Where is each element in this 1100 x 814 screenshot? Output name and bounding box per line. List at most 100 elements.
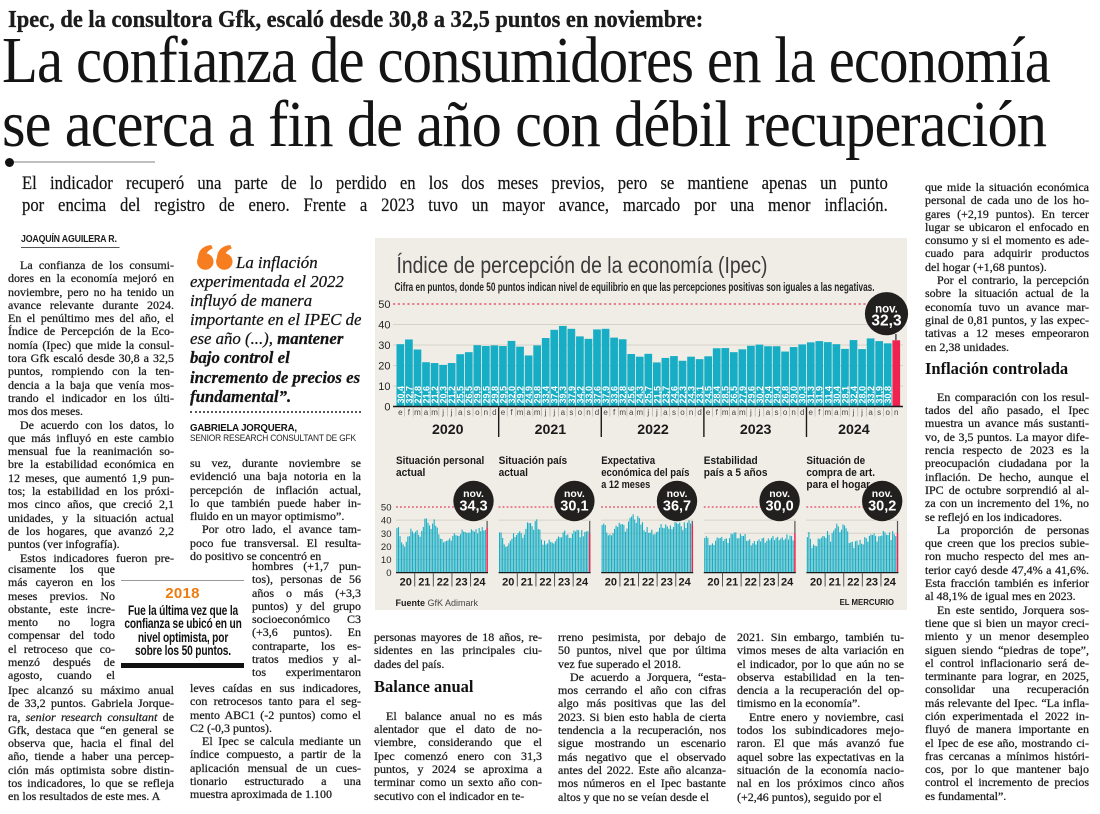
svg-text:21,2: 21,2 — [430, 386, 440, 404]
svg-text:m: m — [722, 408, 729, 417]
svg-text:25,5: 25,5 — [456, 386, 466, 404]
svg-text:28,0: 28,0 — [857, 386, 867, 404]
svg-text:20: 20 — [707, 577, 719, 589]
svg-text:24: 24 — [473, 577, 486, 589]
svg-text:28,5: 28,5 — [721, 386, 731, 404]
svg-text:30,1: 30,1 — [560, 499, 588, 515]
svg-text:23,7: 23,7 — [661, 386, 671, 404]
svg-text:m: m — [517, 408, 524, 417]
svg-text:Cifra en puntos, donde 50 punt: Cifra en puntos, donde 50 puntos indican… — [395, 282, 875, 294]
svg-text:33,6: 33,6 — [610, 386, 620, 404]
svg-text:21: 21 — [623, 577, 635, 589]
svg-text:23: 23 — [558, 577, 570, 589]
svg-text:Situación país: Situación país — [499, 455, 568, 467]
svg-text:23,1: 23,1 — [695, 386, 705, 404]
svg-text:28,4: 28,4 — [712, 385, 722, 403]
svg-text:2022: 2022 — [637, 422, 669, 438]
svg-text:33,4: 33,4 — [541, 385, 551, 403]
svg-text:30,8: 30,8 — [883, 386, 893, 404]
svg-text:m: m — [431, 408, 438, 417]
svg-text:o: o — [578, 408, 583, 417]
svg-text:nov.: nov. — [564, 488, 585, 500]
svg-text:d: d — [595, 408, 599, 417]
svg-text:37,9: 37,9 — [601, 386, 611, 404]
svg-text:29,4: 29,4 — [763, 385, 773, 403]
svg-text:s: s — [775, 408, 779, 417]
svg-text:21,5: 21,5 — [652, 386, 662, 404]
svg-text:m: m — [739, 408, 746, 417]
svg-text:33,0: 33,0 — [584, 386, 594, 404]
svg-text:o: o — [475, 408, 480, 417]
svg-text:n: n — [791, 408, 795, 417]
svg-text:f: f — [510, 408, 513, 417]
svg-text:30,4: 30,4 — [832, 385, 842, 403]
svg-text:37,4: 37,4 — [550, 385, 560, 403]
svg-text:29,4: 29,4 — [772, 385, 782, 403]
svg-text:0: 0 — [386, 568, 391, 579]
svg-text:27,9: 27,9 — [738, 386, 748, 404]
svg-text:30,2: 30,2 — [868, 499, 896, 515]
svg-text:nov.: nov. — [463, 488, 484, 500]
svg-text:29,5: 29,5 — [498, 386, 508, 404]
svg-text:34,2: 34,2 — [575, 386, 585, 404]
svg-text:m: m — [414, 408, 421, 417]
svg-text:s: s — [569, 408, 573, 417]
svg-text:m: m — [842, 408, 849, 417]
svg-text:a: a — [663, 408, 668, 417]
svg-text:f: f — [818, 408, 821, 417]
svg-text:o: o — [680, 408, 685, 417]
svg-text:24: 24 — [781, 577, 794, 589]
svg-text:a: a — [561, 408, 566, 417]
svg-text:37,9: 37,9 — [567, 386, 577, 404]
svg-text:40: 40 — [381, 516, 392, 527]
svg-text:29,9: 29,9 — [473, 386, 483, 404]
svg-text:Índice de percepción de la eco: Índice de percepción de la economía (Ipe… — [397, 252, 768, 278]
svg-text:2020: 2020 — [432, 422, 464, 438]
svg-text:37,6: 37,6 — [592, 386, 602, 404]
svg-text:21: 21 — [418, 577, 430, 589]
svg-text:24: 24 — [678, 577, 691, 589]
svg-text:24,9: 24,9 — [524, 386, 534, 404]
svg-text:30,2: 30,2 — [755, 386, 765, 404]
svg-text:Estabilidad: Estabilidad — [704, 455, 758, 467]
svg-text:32,8: 32,8 — [618, 386, 628, 404]
svg-text:o: o — [885, 408, 890, 417]
svg-text:30,0: 30,0 — [765, 499, 793, 515]
svg-text:29,0: 29,0 — [789, 386, 799, 404]
svg-text:a: a — [526, 408, 531, 417]
svg-text:s: s — [877, 408, 881, 417]
svg-text:22: 22 — [539, 577, 551, 589]
svg-text:para el hogar: para el hogar — [806, 479, 870, 491]
svg-text:31,4: 31,4 — [823, 385, 833, 403]
svg-text:20: 20 — [378, 360, 390, 372]
svg-text:27,8: 27,8 — [413, 386, 423, 404]
svg-text:39,3: 39,3 — [558, 386, 568, 404]
svg-text:24,5: 24,5 — [704, 386, 714, 404]
svg-text:e: e — [603, 408, 608, 417]
svg-text:50: 50 — [378, 299, 390, 311]
svg-text:33,2: 33,2 — [866, 386, 876, 404]
svg-text:29,5: 29,5 — [481, 386, 491, 404]
svg-text:m: m — [825, 408, 832, 417]
svg-text:24,3: 24,3 — [635, 386, 645, 404]
svg-text:m: m — [619, 408, 626, 417]
svg-text:f: f — [613, 408, 616, 417]
svg-text:21: 21 — [726, 577, 738, 589]
svg-text:Expectativa: Expectativa — [601, 455, 656, 467]
svg-text:32,7: 32,7 — [404, 386, 414, 404]
svg-text:j: j — [860, 408, 863, 417]
svg-text:m: m — [636, 408, 643, 417]
svg-text:j: j — [544, 408, 547, 417]
svg-text:m: m — [534, 408, 541, 417]
svg-text:nov.: nov. — [667, 488, 688, 500]
svg-text:nov.: nov. — [872, 488, 893, 500]
svg-text:0: 0 — [384, 401, 390, 413]
svg-text:a: a — [766, 408, 771, 417]
svg-text:d: d — [697, 408, 701, 417]
svg-text:2023: 2023 — [740, 422, 772, 438]
svg-text:21: 21 — [521, 577, 533, 589]
svg-text:29,2: 29,2 — [515, 386, 525, 404]
svg-text:j: j — [758, 408, 761, 417]
svg-text:21,2: 21,2 — [447, 386, 457, 404]
svg-text:d: d — [800, 408, 804, 417]
